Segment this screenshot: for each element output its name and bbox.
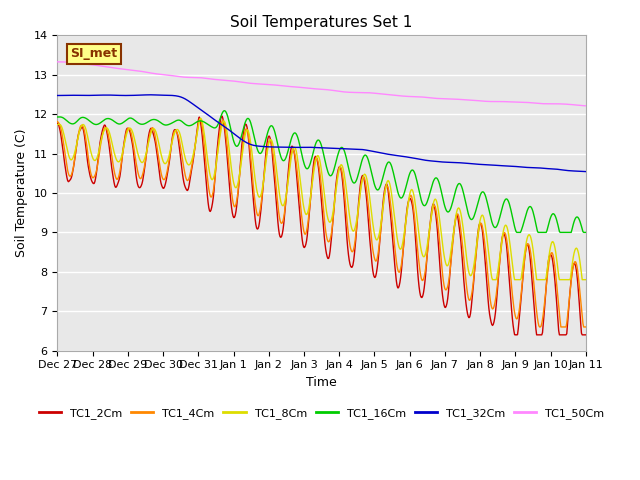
Legend: TC1_2Cm, TC1_4Cm, TC1_8Cm, TC1_16Cm, TC1_32Cm, TC1_50Cm: TC1_2Cm, TC1_4Cm, TC1_8Cm, TC1_16Cm, TC1… bbox=[35, 404, 609, 423]
Y-axis label: Soil Temperature (C): Soil Temperature (C) bbox=[15, 129, 28, 257]
Title: Soil Temperatures Set 1: Soil Temperatures Set 1 bbox=[230, 15, 413, 30]
Text: SI_met: SI_met bbox=[70, 48, 118, 60]
X-axis label: Time: Time bbox=[307, 376, 337, 389]
